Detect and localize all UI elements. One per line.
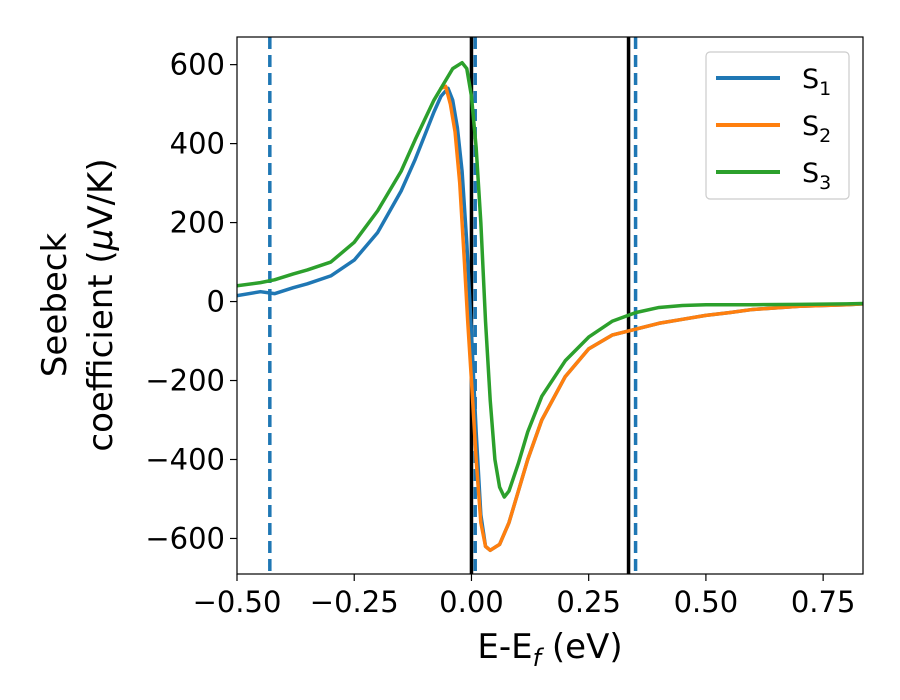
- y-tick-label: −200: [145, 364, 225, 398]
- x-tick-label: −0.50: [193, 585, 282, 619]
- y-tick-label: 200: [170, 206, 225, 240]
- x-tick-label: 0.50: [674, 585, 739, 619]
- legend: S1 S2 S3: [705, 51, 850, 200]
- legend-label-s2: S2: [802, 111, 831, 147]
- plot-frame: [236, 36, 864, 575]
- series-line-s3: [237, 60, 863, 499]
- x-tick-label: 0.25: [556, 585, 621, 619]
- y-tick-label: 600: [170, 48, 225, 82]
- legend-label-s1: S1: [802, 64, 831, 100]
- legend-label-s3: S3: [802, 158, 831, 194]
- y-tick-label: 0: [207, 285, 225, 319]
- x-tick-label: 0.75: [791, 585, 856, 619]
- x-axis-title: E-Ef (eV): [477, 627, 622, 672]
- y-axis-title-line1: Seebeck: [35, 233, 75, 378]
- y-axis-title-line2: coefficient (μV/K): [81, 158, 121, 451]
- x-tick-label: −0.25: [310, 585, 399, 619]
- series-line-s2: [439, 84, 863, 553]
- y-tick-label: −600: [145, 521, 225, 555]
- y-tick-label: −400: [145, 442, 225, 476]
- y-tick-label: 400: [170, 127, 225, 161]
- x-tick-label: 0.00: [439, 585, 504, 619]
